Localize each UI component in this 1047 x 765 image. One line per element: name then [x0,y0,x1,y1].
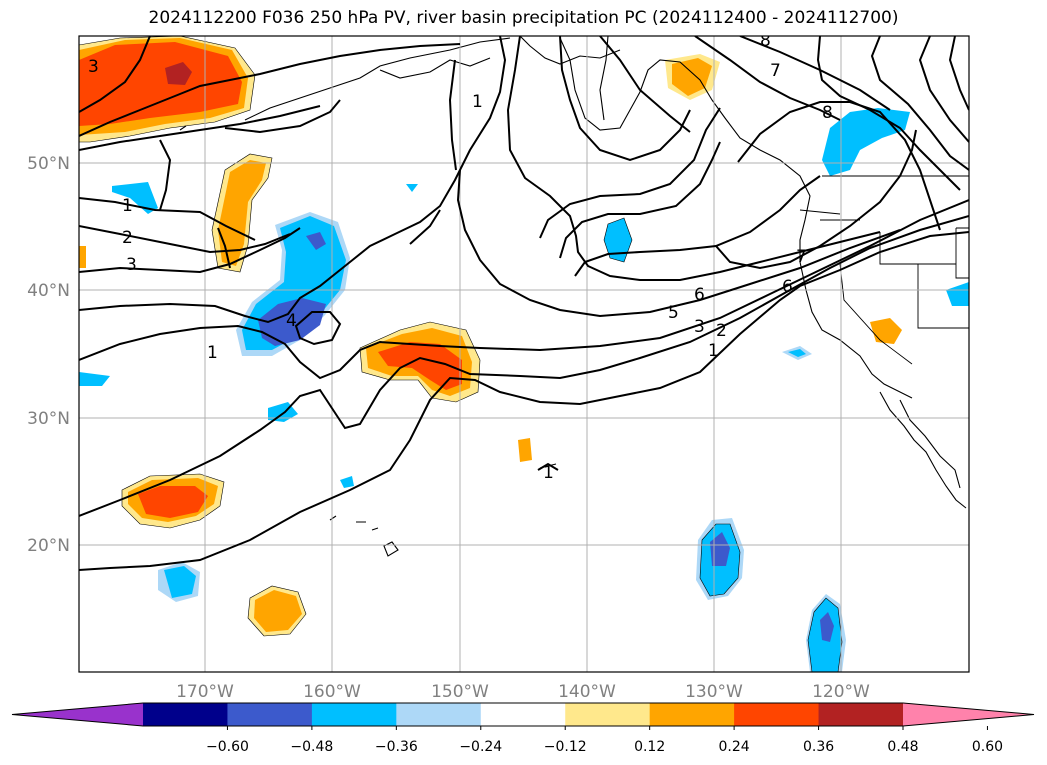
colorbar-tick-label: 0.12 [634,739,665,755]
contour-label: 1 [543,463,554,483]
colorbar-segment [227,703,313,726]
negative-anomaly-nw [112,182,158,214]
borders [822,175,969,365]
lon-label: 170°W [176,682,234,702]
contour-label: 8 [822,103,833,123]
contour-label: 2 [122,228,133,248]
contour-label: 3 [126,255,137,275]
contour-label: 4 [286,311,297,331]
contour-label: 8 [760,31,771,51]
colorbar-tick-label: 0.48 [887,739,918,755]
colorbar-segment [396,703,482,726]
negative-anomaly-west-edge [79,372,110,386]
colorbar-segment [818,703,904,726]
lat-label: 30°N [27,409,70,429]
contour-label: 1 [207,343,218,363]
colorbar-extend-high [903,703,1034,726]
contour-label: 6 [694,285,705,305]
colorbar-segment [734,703,820,726]
positive-anomaly-sw [121,473,225,529]
lat-labels: 50°N 40°N 30°N 20°N [27,154,70,556]
lon-label: 140°W [558,682,616,702]
map-canvas: 1 2 3 1 3 4 1 5 6 3 2 1 7 8 7 8 1 6 [79,31,969,672]
negative-anomaly-dot [406,184,418,192]
coastlines [179,36,967,557]
contour-labels: 1 2 3 1 3 4 1 5 6 3 2 1 7 8 7 8 1 6 [88,31,833,483]
lat-label: 40°N [27,281,70,301]
colorbar-tick-label: −0.12 [544,739,587,755]
lon-labels: 170°W 160°W 150°W 140°W 130°W 120°W [176,682,870,702]
map-frame [78,35,970,673]
colorbar-segment [480,703,566,726]
colorbar-tick-label: 0.60 [972,739,1003,755]
positive-anomaly-sw-2 [247,585,307,637]
pv-contours [79,36,969,571]
colorbar: −0.60 −0.48 −0.36 −0.24 −0.12 0.12 0.24 0.36 0.4… [11,702,1035,755]
colorbar-segment [649,703,735,726]
contour-label: 3 [694,317,705,337]
colorbar-tick-label: −0.24 [459,739,502,755]
negative-anomaly-east [946,282,969,306]
contour-label: 7 [770,61,781,81]
negative-anomaly-se [696,518,744,600]
contour-label: 1 [472,92,483,112]
colorbar-tick-label: 0.36 [803,739,834,755]
contour-label: 1 [122,196,133,216]
colorbar-outline [11,702,1035,727]
lat-label: 20°N [27,536,70,556]
positive-anomaly-bc [665,54,720,100]
negative-anomaly-s [806,594,846,672]
positive-anomaly-nw [79,36,256,143]
lat-label: 50°N [27,154,70,174]
lon-label: 150°W [431,682,489,702]
contour-label: 3 [88,57,99,77]
negative-anomaly-central [236,212,350,356]
colorbar-tick-label: −0.36 [375,739,418,755]
negative-anomaly-spot-a [603,217,633,263]
colorbar-tick-label: −0.48 [290,739,333,755]
map-title: 2024112200 F036 250 hPa PV, river basin … [148,8,899,28]
colorbar-segment [565,703,651,726]
colorbar-segment [143,703,228,726]
colorbar-tick-label: −0.60 [206,739,249,755]
positive-anomaly-strip [211,153,273,273]
colorbar-segment [311,703,397,726]
lon-label: 120°W [812,682,870,702]
negative-anomaly-spot-c [340,476,354,488]
contour-label: 7 [796,247,807,267]
lon-label: 160°W [303,682,361,702]
contour-label: 2 [716,321,727,341]
colorbar-tick-label: 0.24 [719,739,750,755]
contour-label: 6 [782,277,793,297]
colorbar-extend-low [12,703,143,726]
precip-anomalies [79,36,969,672]
positive-anomaly-spot-a [518,438,532,462]
gridlines [79,36,969,672]
contour-label: 5 [668,303,679,323]
contour-label: 1 [708,341,719,361]
negative-anomaly-coast [822,108,910,176]
lon-label: 130°W [685,682,743,702]
